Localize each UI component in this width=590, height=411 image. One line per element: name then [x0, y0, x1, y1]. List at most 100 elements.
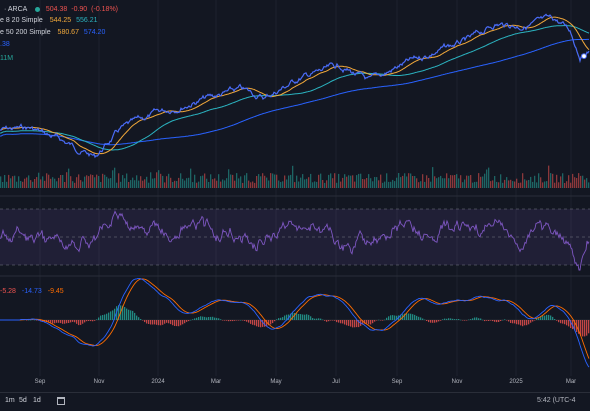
- macd-histogram-bar: [64, 320, 66, 324]
- volume-bar: [4, 175, 6, 188]
- volume-bar: [304, 179, 306, 188]
- x-axis-label: May: [270, 379, 282, 385]
- volume-bar: [186, 178, 188, 188]
- volume-bar: [212, 179, 214, 188]
- macd-histogram-bar: [294, 313, 296, 320]
- volume-bar: [126, 173, 128, 188]
- macd-histogram-bar: [326, 320, 328, 322]
- volume-bar: [116, 182, 118, 188]
- macd-histogram-bar: [382, 320, 384, 321]
- macd-histogram-bar: [308, 314, 310, 320]
- macd-histogram-bar: [232, 320, 234, 322]
- volume-bar: [402, 175, 404, 188]
- volume-bar: [444, 178, 446, 188]
- volume-bar: [384, 181, 386, 188]
- macd-histogram-bar: [438, 320, 440, 322]
- volume-bar: [18, 176, 20, 188]
- macd-histogram-bar: [60, 320, 62, 324]
- macd-histogram-bar: [340, 320, 342, 324]
- volume-bar: [328, 174, 330, 188]
- timeframe-1m-button[interactable]: 1m: [5, 397, 15, 404]
- volume-bar: [498, 182, 500, 188]
- macd-histogram-bar: [218, 318, 220, 320]
- volume-bar: [530, 176, 532, 188]
- volume-bar: [560, 176, 562, 188]
- volume-bar: [388, 181, 390, 188]
- macd-pane[interactable]: [0, 277, 590, 368]
- macd-histogram-bar: [100, 315, 102, 320]
- macd-histogram-bar: [520, 320, 522, 326]
- macd-histogram-bar: [372, 320, 374, 324]
- volume-bar: [454, 175, 456, 188]
- ma-200-value: 574.20: [83, 29, 106, 36]
- macd-histogram-bar: [514, 320, 516, 324]
- macd-histogram-bar: [538, 317, 540, 320]
- volume-bar: [58, 177, 60, 188]
- volume-bar: [26, 177, 28, 188]
- macd-histogram-bar: [354, 320, 356, 328]
- macd-histogram-bar: [280, 317, 282, 320]
- volume-bar: [150, 172, 152, 188]
- volume-bar: [262, 173, 264, 188]
- volume-ma-legend[interactable]: 11M: [0, 54, 13, 63]
- timeframe-1d-button[interactable]: 1d: [33, 397, 41, 404]
- calendar-icon[interactable]: [57, 397, 65, 405]
- macd-histogram-bar: [388, 316, 390, 320]
- ma-20-legend[interactable]: e 8 20 Simple 544.25 556.21: [0, 16, 98, 25]
- macd-histogram-bar: [206, 317, 208, 320]
- macd-histogram-bar: [410, 313, 412, 320]
- volume-bar: [238, 178, 240, 188]
- macd-histogram-bar: [246, 320, 248, 322]
- volume-bar: [488, 167, 490, 188]
- macd-histogram-bar: [118, 305, 120, 320]
- macd-histogram-bar: [270, 320, 272, 325]
- macd-legend[interactable]: -5.28 -14.73 -9.45: [0, 287, 64, 296]
- volume-bar: [552, 173, 554, 188]
- clock-display[interactable]: 5:42 (UTC-4: [537, 397, 576, 404]
- volume-bar: [580, 175, 582, 188]
- volume-bar: [260, 176, 262, 188]
- rsi-pane[interactable]: [0, 208, 590, 271]
- last-price-marker: [581, 53, 587, 59]
- macd-histogram-bar: [188, 320, 190, 322]
- volume-bar: [242, 182, 244, 188]
- macd-histogram-bar: [84, 320, 86, 323]
- macd-histogram-bar: [198, 317, 200, 320]
- volume-bar: [234, 180, 236, 188]
- macd-histogram-bar: [180, 320, 182, 326]
- volume-bar: [100, 182, 102, 188]
- symbol-legend[interactable]: · ARCA 504.38 -0.90 (-0.18%): [4, 5, 118, 14]
- volume-bar: [34, 179, 36, 188]
- volume-bar: [352, 175, 354, 188]
- ma-200-line: [0, 38, 589, 146]
- macd-histogram-bar: [322, 319, 324, 321]
- price-pane[interactable]: [0, 13, 590, 159]
- macd-histogram-bar: [200, 316, 202, 320]
- macd-histogram-bar: [394, 315, 396, 320]
- volume-bar: [66, 172, 68, 188]
- macd-histogram-bar: [164, 320, 166, 324]
- ma-50-200-legend[interactable]: e 50 200 Simple 580.67 574.20: [0, 28, 105, 37]
- macd-histogram-bar: [368, 320, 370, 325]
- volume-bar: [584, 179, 586, 188]
- macd-hist-value: -9.45: [47, 288, 64, 295]
- macd-histogram-bar: [508, 320, 510, 322]
- volume-bar: [248, 180, 250, 188]
- volume-bar: [108, 178, 110, 188]
- volume-bar: [538, 173, 540, 188]
- volume-bar: [578, 173, 580, 188]
- volume-bar: [20, 181, 22, 188]
- volume-bar: [416, 178, 418, 188]
- macd-histogram-bar: [52, 320, 54, 324]
- macd-histogram-bar: [202, 316, 204, 320]
- volume-legend[interactable]: .38: [0, 40, 10, 49]
- macd-histogram-bar: [310, 316, 312, 320]
- volume-bar: [502, 182, 504, 188]
- macd-histogram-bar: [536, 318, 538, 320]
- volume-bar: [576, 178, 578, 188]
- volume-bar: [522, 173, 524, 188]
- timeframe-5d-button[interactable]: 5d: [19, 397, 27, 404]
- macd-histogram-bar: [424, 319, 426, 321]
- volume-bar: [246, 173, 248, 188]
